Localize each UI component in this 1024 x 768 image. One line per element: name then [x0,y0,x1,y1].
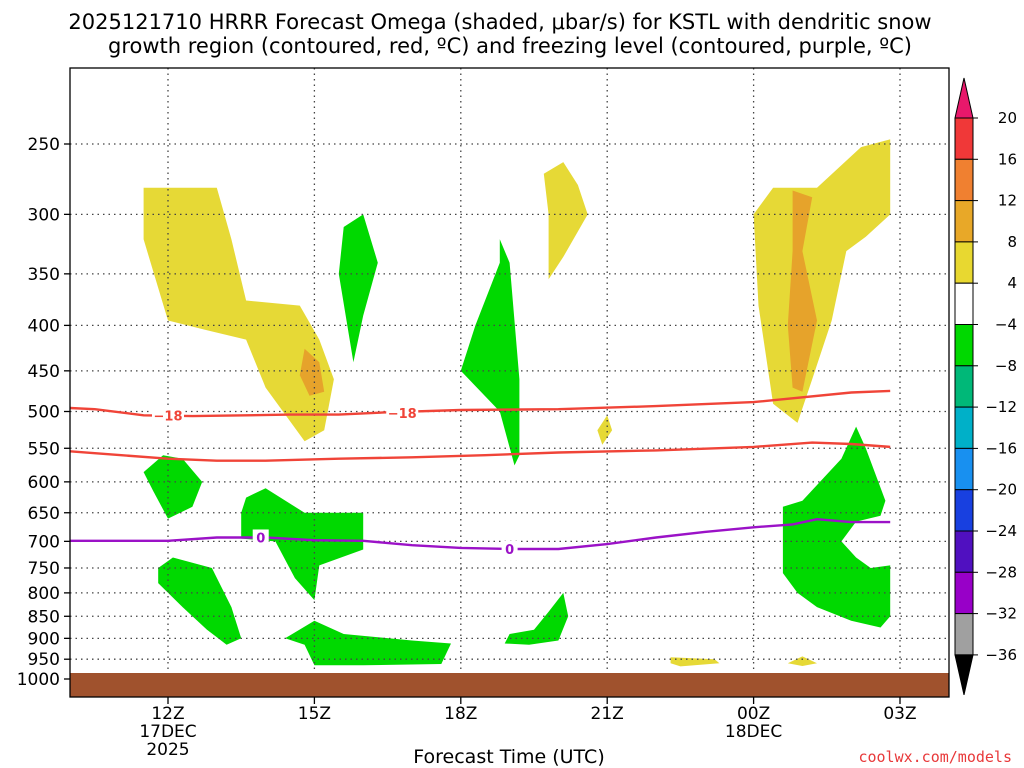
omega-region-weak-down [158,557,242,645]
x-tick-label-03Z: 03Z [883,704,916,724]
omega-region-weak-down [143,455,203,519]
freezing-label: 0 [505,543,514,558]
colorbar-label: −24 [985,522,1017,540]
chart-title-line1: 2025121710 HRRR Forecast Omega (shaded, … [68,10,931,34]
ground-below-surface [70,673,949,697]
colorbar-label: −12 [985,398,1017,416]
x-tick-date: 17DEC [139,722,196,742]
colorbar-label: −16 [985,439,1017,457]
contour-labels: −18 −18 0 0 [152,405,518,558]
colorbar-segment [954,282,974,326]
y-tick-label-300: 300 [28,205,60,225]
omega-region-weak-up [787,656,817,666]
colorbar-segment [954,324,974,367]
colorbar-label: −28 [985,563,1017,581]
credit-text: coolwx.com/models [858,748,1012,766]
colorbar-label: 8 [1007,233,1017,251]
y-tick-label-700: 700 [28,532,60,552]
y-tick-label-750: 750 [28,559,60,579]
omega-region-weak-up [753,139,891,423]
colorbar-segment [954,530,974,573]
y-tick-label-500: 500 [28,403,60,423]
y-tick-label-950: 950 [28,650,60,670]
colorbar-bottom-triangle [954,654,974,696]
dgz-label: −18 [388,407,417,422]
freezing-label-bg [252,529,269,545]
colorbar-segment [954,571,974,615]
colorbar-label: −36 [985,646,1017,664]
dgz-label-bg [152,407,184,423]
colorbar-segment [954,117,974,160]
x-tick-date: 18DEC [725,722,782,742]
y-tick-label-1000: 1000 [17,670,60,690]
y-axis-pressure: 2503003504004505005506006507007508008509… [17,135,70,690]
colorbar-segment [954,489,974,532]
y-tick-label-900: 900 [28,629,60,649]
colorbar-segment [954,447,974,491]
colorbar-label: −4 [995,316,1017,334]
y-tick-label-850: 850 [28,607,60,627]
dgz-label: −18 [154,409,183,424]
colorbar-label: 16 [998,150,1017,168]
colorbar-label: −8 [995,357,1017,375]
omega-region-weak-up [543,162,588,280]
omega-region-weak-up [597,415,613,445]
colorbar-segment [954,241,974,284]
colorbar-segment [954,200,974,243]
y-tick-label-550: 550 [28,439,60,459]
omega-region-weak-down [285,620,451,666]
omega-region-weak-down [504,592,569,645]
freezing-label-bg [501,540,518,556]
colorbar-top-triangle [954,77,974,119]
y-tick-label-450: 450 [28,362,60,382]
x-tick-label-00Z: 00Z [737,704,770,724]
colorbar-legend: 20 16 12 8 4 −4 −8 −12 −16 −20 −24 −28 −32 −36 [954,77,1017,696]
freezing-label: 0 [256,531,265,546]
x-tick-label-15Z: 15Z [298,704,331,724]
colorbar-segment [954,613,974,656]
plot-frame [69,67,950,698]
dgz-contour-2 [70,441,891,462]
x-tick-label-21Z: 21Z [591,704,624,724]
x-tick-label-12Z: 12Z [151,704,184,724]
y-tick-label-400: 400 [28,316,60,336]
y-tick-label-800: 800 [28,584,60,604]
y-tick-label-600: 600 [28,473,60,493]
omega-region-moderate-up [787,190,817,392]
omega-region-weak-up [670,657,720,667]
x-tick-label-18Z: 18Z [444,704,477,724]
colorbar-label: 20 [998,109,1017,127]
colorbar-segment [954,365,974,408]
omega-shading [143,139,891,667]
omega-region-weak-down [782,426,891,628]
y-tick-label-650: 650 [28,504,60,524]
colorbar-label: 4 [1007,274,1017,292]
omega-region-weak-up [143,187,334,442]
x-axis-label: Forecast Time (UTC) [413,746,604,768]
omega-region-moderate-up [299,348,325,396]
colorbar-label: −20 [985,481,1017,499]
y-tick-label-250: 250 [28,135,60,155]
colorbar-segment [954,158,974,202]
x-tick-year: 2025 [146,740,189,760]
omega-region-weak-down [338,214,378,363]
y-tick-label-350: 350 [28,265,60,285]
colorbar-segment [954,406,974,449]
dgz-label-bg [386,405,419,421]
freezing-level-contour [70,517,891,551]
colorbar-label: 12 [998,192,1017,210]
chart-title-line2: growth region (contoured, red, ºC) and f… [108,34,912,58]
colorbar-label: −32 [985,605,1017,623]
omega-region-weak-down [241,488,364,601]
